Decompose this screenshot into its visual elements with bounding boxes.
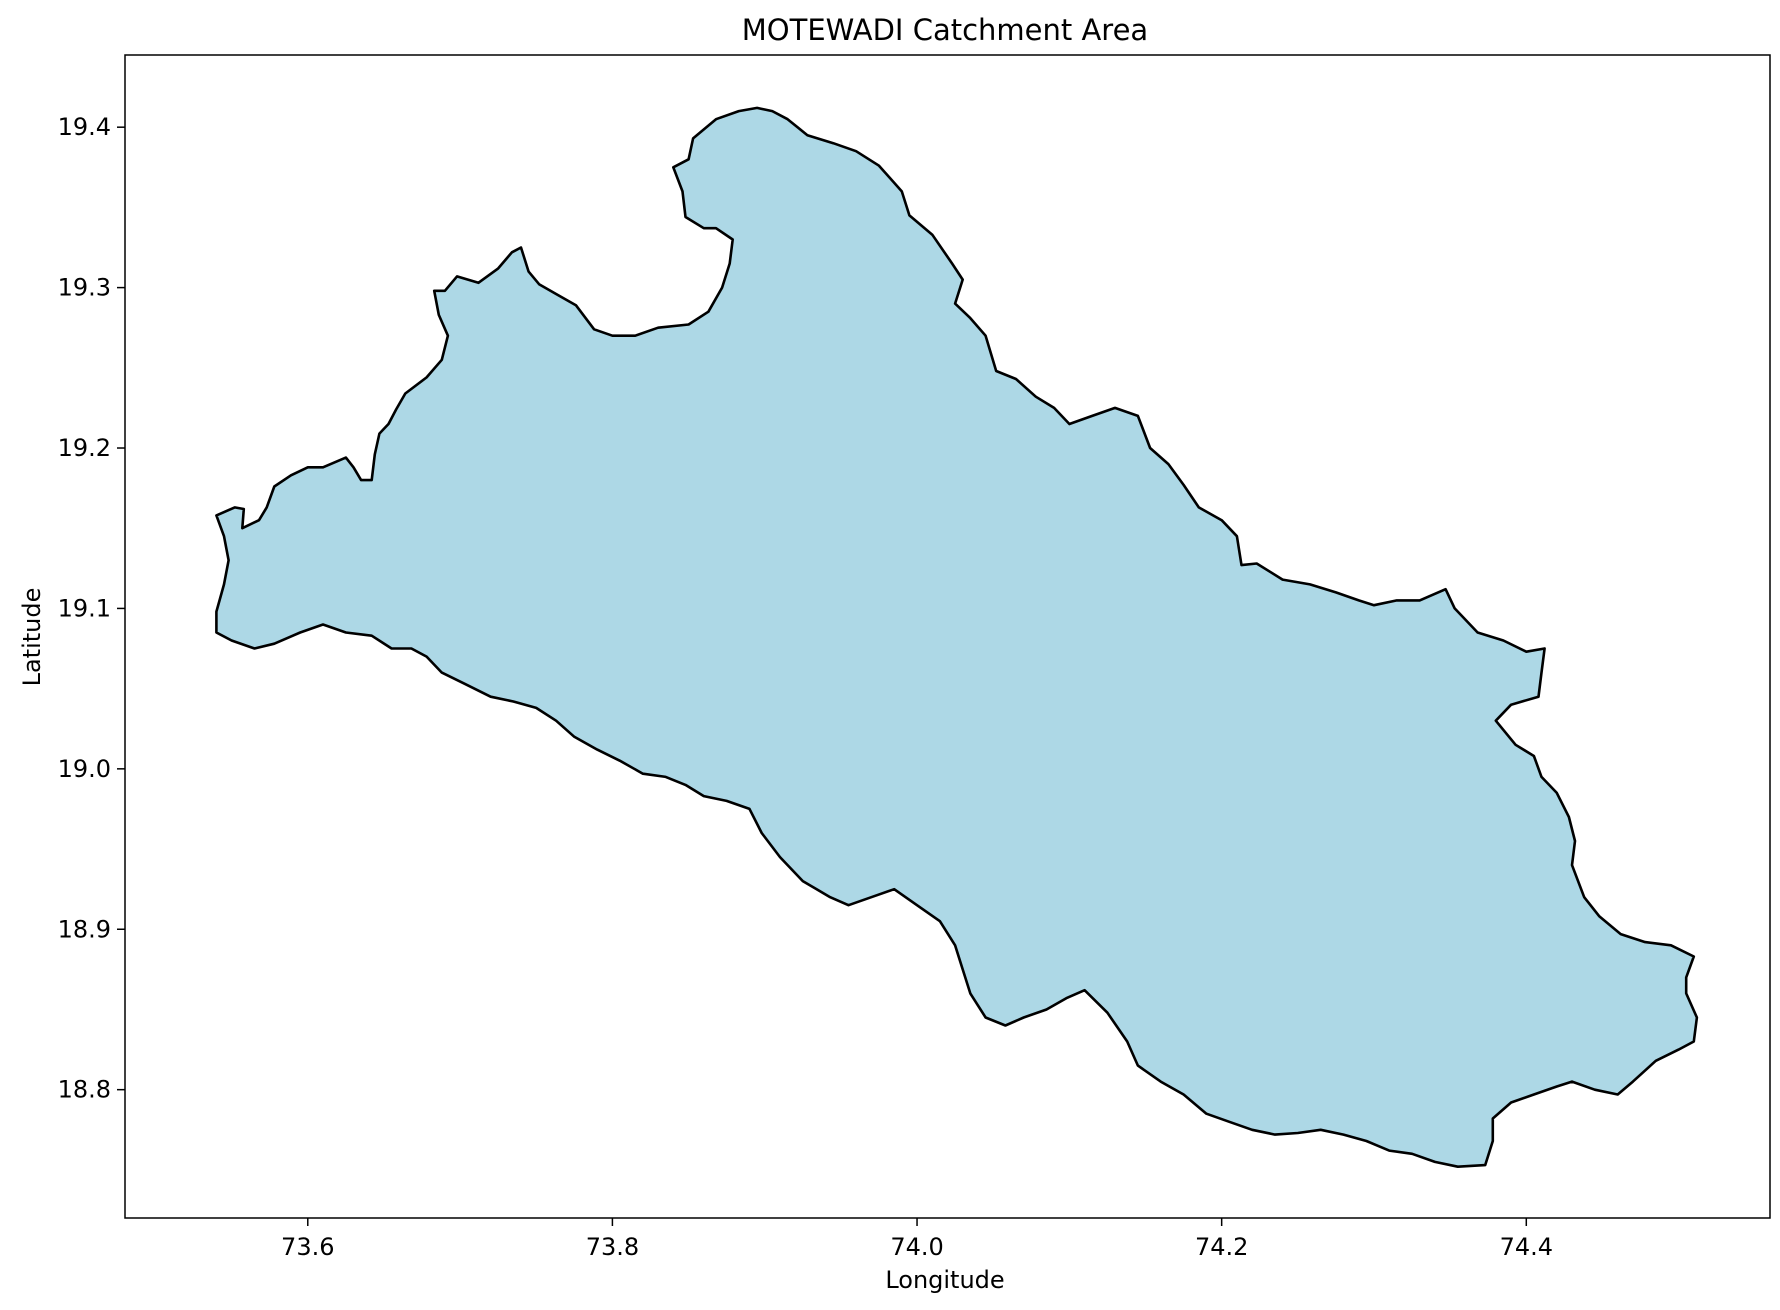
y-axis-ticks: 18.8 18.9 19.0 19.1 19.2 19.3 19.4: [58, 113, 125, 1104]
plot-area: 73.6 73.8 74.0 74.2 74.4 18.8 18.9 19.0 19.1 19.…: [58, 54, 1771, 1261]
axes-frame: [124, 54, 1771, 1219]
x-tick-label: 73.6: [281, 1233, 334, 1261]
x-axis-ticks: 73.6 73.8 74.0 74.2 74.4: [281, 1218, 1553, 1261]
catchment-area-polygon[interactable]: [215, 106, 1699, 1168]
y-tick-label: 19.2: [58, 434, 111, 462]
x-tick-label: 74.0: [890, 1233, 943, 1261]
x-tick-label: 73.8: [586, 1233, 639, 1261]
x-tick-label: 74.4: [1500, 1233, 1553, 1261]
y-tick-label: 18.9: [58, 915, 111, 943]
map-title: MOTEWADI Catchment Area: [742, 13, 1148, 47]
y-tick-label: 18.8: [58, 1076, 111, 1104]
y-axis-label: Latitude: [18, 588, 46, 687]
x-tick-label: 74.2: [1195, 1233, 1248, 1261]
y-tick-label: 19.1: [58, 594, 111, 622]
x-axis-label: Longitude: [885, 1266, 1004, 1294]
y-tick-label: 19.3: [58, 274, 111, 302]
y-tick-label: 19.4: [58, 113, 111, 141]
y-tick-label: 19.0: [58, 755, 111, 783]
